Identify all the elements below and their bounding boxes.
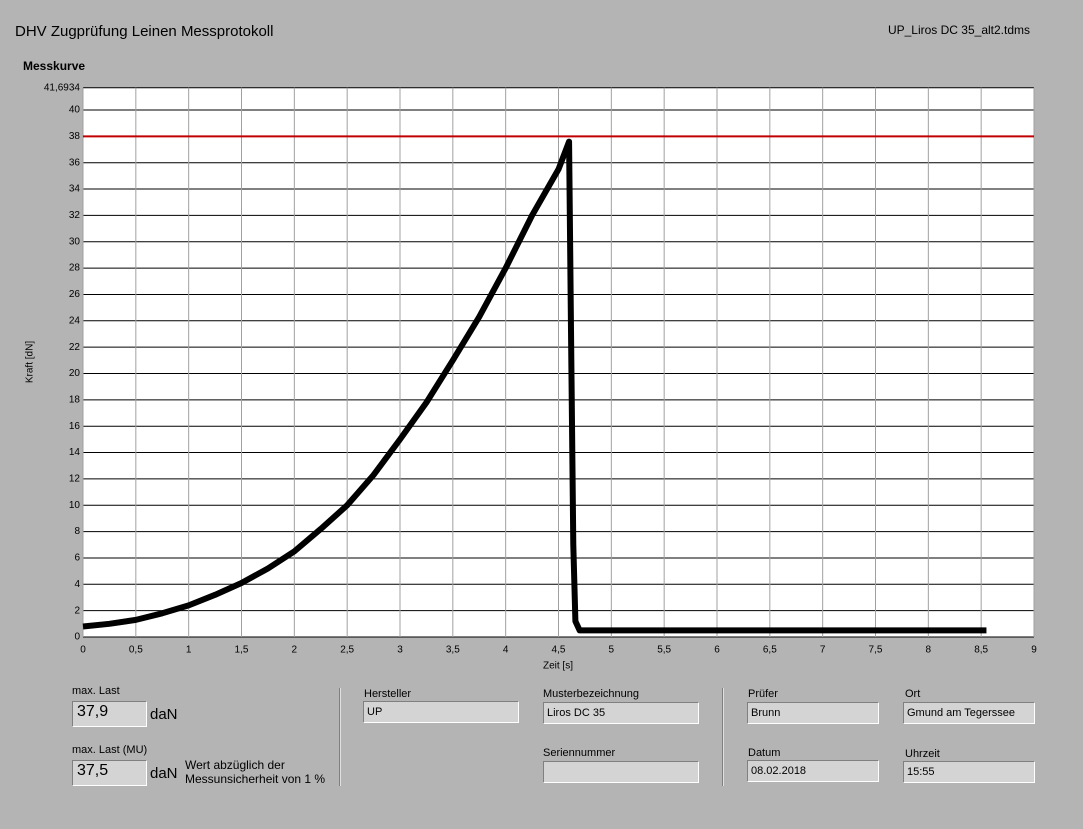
value-box: 37,5 — [72, 760, 147, 786]
field: UP — [363, 701, 519, 723]
y-tick-label: 0 — [74, 632, 80, 643]
chart: DHV Zugprüfung Leinen Messprotokoll UP_L… — [15, 23, 1037, 672]
note: Messunsicherheit von 1 % — [185, 772, 326, 786]
y-tick-label: 22 — [69, 342, 81, 353]
label: Hersteller — [364, 688, 412, 700]
page-title: DHV Zugprüfung Leinen Messprotokoll — [15, 23, 273, 40]
separator — [722, 688, 724, 786]
x-tick-label: 1 — [186, 645, 192, 656]
y-tick-label: 32 — [69, 210, 81, 221]
x-tick-label: 0 — [80, 645, 86, 656]
x-tick-label: 4,5 — [552, 645, 566, 656]
label: max. Last — [72, 685, 120, 697]
field: 08.02.2018 — [747, 760, 879, 782]
y-tick-label: 26 — [69, 289, 81, 300]
label: max. Last (MU) — [72, 744, 148, 756]
value-box: 37,9 — [72, 701, 147, 727]
label: Musterbezeichnung — [543, 688, 640, 700]
x-tick-label: 6 — [714, 645, 720, 656]
x-tick-label: 1,5 — [235, 645, 249, 656]
x-tick-label: 6,5 — [763, 645, 777, 656]
y-tick-label: 28 — [69, 263, 81, 274]
y-tick-label: 10 — [69, 500, 81, 511]
file-name: UP_Liros DC 35_alt2.tdms — [888, 23, 1030, 37]
unit: daN — [150, 706, 178, 723]
x-tick-label: 4 — [503, 645, 509, 656]
y-tick-label: 8 — [74, 526, 80, 537]
separator — [339, 688, 341, 786]
field: Liros DC 35 — [543, 702, 699, 724]
y-tick-label: 12 — [69, 474, 81, 485]
data-line — [82, 138, 987, 634]
y-tick-label: 41,6934 — [44, 82, 81, 93]
y-tick-label: 30 — [69, 236, 81, 247]
y-tick-label: 38 — [69, 131, 81, 142]
x-tick-label: 0,5 — [129, 645, 143, 656]
y-tick-label: 24 — [69, 315, 81, 326]
field: Brunn — [747, 702, 879, 724]
y-axis-label: Kraft [dN] — [25, 341, 36, 383]
x-tick-label: 2,5 — [340, 645, 354, 656]
x-tick-label: 5 — [609, 645, 615, 656]
x-tick-label: 8,5 — [974, 645, 988, 656]
label: Ort — [905, 688, 921, 700]
y-tick-label: 2 — [74, 605, 80, 616]
label: Uhrzeit — [905, 748, 940, 760]
note: Wert abzüglich der — [185, 758, 285, 772]
x-tick-label: 3 — [397, 645, 403, 656]
x-tick-label: 8 — [926, 645, 932, 656]
y-tick-label: 4 — [74, 579, 80, 590]
y-tick-label: 18 — [69, 394, 81, 405]
y-tick-label: 36 — [69, 157, 81, 168]
x-axis-label: Zeit [s] — [543, 661, 573, 672]
x-tick-label: 7 — [820, 645, 826, 656]
field — [543, 761, 699, 783]
label: Datum — [748, 747, 781, 759]
label: Seriennummer — [543, 747, 616, 759]
chart-title: Messkurve — [23, 59, 85, 73]
field: Gmund am Tegerssee — [903, 702, 1035, 724]
x-tick-label: 7,5 — [869, 645, 883, 656]
unit: daN — [150, 765, 178, 782]
y-tick-label: 6 — [74, 553, 80, 564]
x-tick-label: 5,5 — [657, 645, 671, 656]
y-tick-label: 14 — [69, 447, 81, 458]
label: Prüfer — [748, 688, 778, 700]
field: 15:55 — [903, 761, 1035, 783]
x-tick-label: 9 — [1031, 645, 1037, 656]
y-tick-label: 40 — [69, 105, 81, 116]
x-tick-label: 2 — [292, 645, 298, 656]
y-tick-label: 16 — [69, 421, 81, 432]
x-tick-label: 3,5 — [446, 645, 460, 656]
y-tick-label: 34 — [69, 184, 81, 195]
y-tick-label: 20 — [69, 368, 81, 379]
